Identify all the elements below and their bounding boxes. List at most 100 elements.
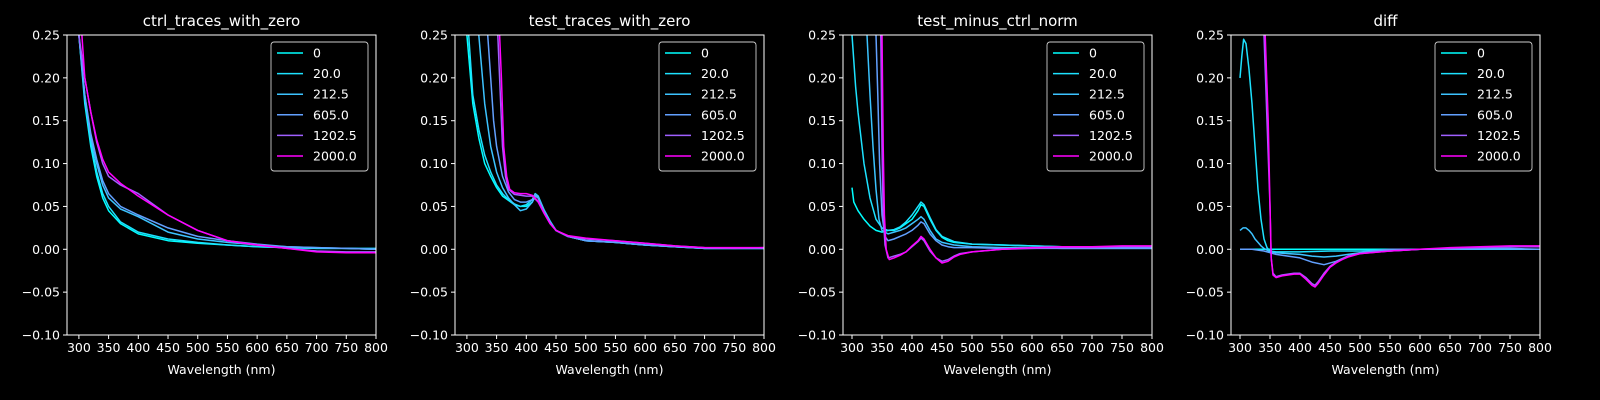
chart-panel-3: 300 350 400 450 500 550 600 650 700 750 800 −0.10 −0… <box>798 12 1164 377</box>
x-tick-label: 350 <box>870 340 894 355</box>
x-tick-label: 650 <box>1438 340 1462 355</box>
x-tick-label: 350 <box>97 340 121 355</box>
series-line-2000.0 <box>881 35 1152 264</box>
y-tick-label: 0.25 <box>808 28 836 43</box>
y-tick-label: 0.25 <box>32 28 60 43</box>
x-tick-label: 550 <box>604 340 628 355</box>
x-tick-label: 500 <box>574 340 598 355</box>
legend-label: 0 <box>1089 46 1097 61</box>
x-tick-label: 500 <box>186 340 210 355</box>
y-tick-label: −0.05 <box>410 285 448 300</box>
legend: 0 20.0 212.5 605.0 1202.5 2000.0 <box>270 41 369 172</box>
x-tick-label: 750 <box>1110 340 1134 355</box>
y-tick-label: 0.20 <box>1196 70 1224 85</box>
series-lines <box>1239 35 1540 288</box>
legend-label: 20.0 <box>701 66 729 81</box>
chart-title: ctrl_traces_with_zero <box>143 12 300 31</box>
y-tick-label: −0.10 <box>798 328 836 343</box>
legend-label: 0 <box>1477 46 1485 61</box>
y-tick-label: 0.05 <box>808 199 836 214</box>
x-axis-label: Wavelength (nm) <box>944 362 1052 377</box>
y-tick-label: 0.05 <box>420 199 448 214</box>
x-tick-label: 450 <box>930 340 954 355</box>
y-tick-label: 0.20 <box>420 70 448 85</box>
y-tick-label: 0.10 <box>1196 156 1224 171</box>
x-tick-label: 400 <box>126 340 150 355</box>
legend-label: 1202.5 <box>1477 128 1521 143</box>
y-tick-label: −0.10 <box>1186 328 1224 343</box>
y-tick-label: −0.10 <box>22 328 60 343</box>
legend-label: 1202.5 <box>701 128 745 143</box>
y-tick-label: 0.10 <box>808 156 836 171</box>
y-tick-label: 0.15 <box>1196 113 1224 128</box>
legend-label: 0 <box>701 46 709 61</box>
x-tick-label: 550 <box>1378 340 1402 355</box>
series-line-20.0 <box>851 35 1152 249</box>
series-line-20.0 <box>78 35 376 250</box>
x-tick-label: 600 <box>633 340 657 355</box>
chart-panel-4: 300 350 400 450 500 550 600 650 700 750 800 −0.10 −0… <box>1186 12 1552 377</box>
series-line-605.0 <box>486 35 764 250</box>
x-tick-label: 650 <box>663 340 687 355</box>
legend-label: 212.5 <box>701 87 737 102</box>
y-tick-label: −0.05 <box>798 285 836 300</box>
x-tick-label: 300 <box>840 340 864 355</box>
legend-label: 605.0 <box>1089 107 1125 122</box>
x-tick-label: 500 <box>1348 340 1372 355</box>
chart-panel-1: 300 350 400 450 500 550 600 650 700 750 800 −0.10 −0… <box>22 12 388 377</box>
y-tick-label: 0.10 <box>32 156 60 171</box>
legend-label: 212.5 <box>313 87 349 102</box>
legend-label: 212.5 <box>1477 87 1513 102</box>
legend-label: 2000.0 <box>701 149 745 164</box>
chart-title: diff <box>1373 12 1398 30</box>
legend-label: 605.0 <box>1477 107 1513 122</box>
x-tick-label: 800 <box>1528 340 1552 355</box>
y-tick-label: 0.15 <box>32 113 60 128</box>
legend-label: 20.0 <box>313 66 341 81</box>
x-tick-label: 300 <box>67 340 91 355</box>
legend-label: 1202.5 <box>313 128 357 143</box>
series-lines <box>78 35 376 254</box>
y-tick-label: 0.00 <box>32 242 60 257</box>
series-lines <box>466 35 764 250</box>
x-tick-label: 300 <box>455 340 479 355</box>
chart-title: test_traces_with_zero <box>529 12 691 31</box>
x-tick-label: 550 <box>990 340 1014 355</box>
y-tick-label: 0.20 <box>32 70 60 85</box>
y-tick-label: 0.10 <box>420 156 448 171</box>
x-tick-label: 700 <box>693 340 717 355</box>
x-axis-label: Wavelength (nm) <box>168 362 276 377</box>
x-tick-label: 700 <box>1080 340 1104 355</box>
x-tick-label: 750 <box>722 340 746 355</box>
x-tick-label: 400 <box>514 340 538 355</box>
x-tick-label: 400 <box>1288 340 1312 355</box>
legend-label: 0 <box>313 46 321 61</box>
legend-label: 2000.0 <box>1477 149 1521 164</box>
x-tick-label: 600 <box>1408 340 1432 355</box>
y-tick-label: 0.00 <box>420 242 448 257</box>
axes-frame <box>454 34 765 336</box>
x-tick-label: 400 <box>900 340 924 355</box>
legend-label: 605.0 <box>701 107 737 122</box>
x-tick-label: 500 <box>960 340 984 355</box>
x-tick-label: 450 <box>544 340 568 355</box>
y-tick-label: −0.05 <box>22 285 60 300</box>
legend-label: 20.0 <box>1089 66 1117 81</box>
y-tick-label: 0.25 <box>420 28 448 43</box>
legend-label: 212.5 <box>1089 87 1125 102</box>
x-tick-label: 450 <box>1318 340 1342 355</box>
axes-frame <box>1230 34 1541 336</box>
legend-label: 1202.5 <box>1089 128 1133 143</box>
x-tick-label: 800 <box>1140 340 1164 355</box>
axes-frame <box>66 34 377 336</box>
x-tick-label: 800 <box>752 340 776 355</box>
x-tick-label: 650 <box>1050 340 1074 355</box>
x-tick-label: 350 <box>1258 340 1282 355</box>
y-tick-label: 0.00 <box>808 242 836 257</box>
x-tick-label: 350 <box>485 340 509 355</box>
legend-label: 605.0 <box>313 107 349 122</box>
legend-label: 20.0 <box>1477 66 1505 81</box>
series-line-605.0 <box>78 35 376 251</box>
x-tick-label: 300 <box>1228 340 1252 355</box>
